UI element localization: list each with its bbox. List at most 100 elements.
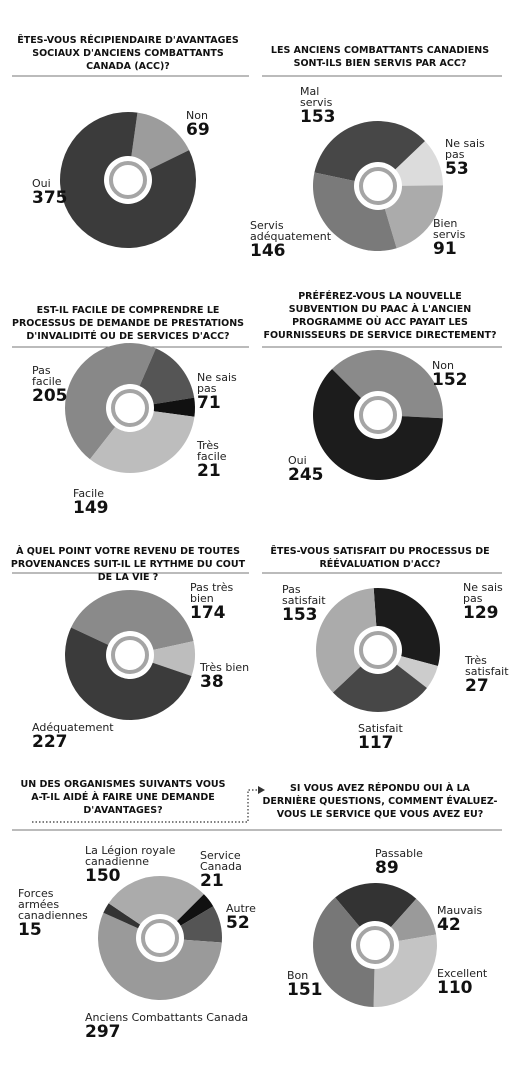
slice-label: Mauvais 42 [437,905,497,935]
value-label: 245 [288,465,324,485]
value-label: 146 [250,241,286,261]
category-label: Ne sais pas [463,581,503,605]
slice-label: Non 69 [186,110,236,140]
slice-label: Facile 149 [73,488,123,518]
value-label: 129 [463,603,499,623]
category-label: Ne sais pas [445,137,485,161]
category-label: Autre [226,902,256,915]
slice-label: Pas très bien 174 [190,582,245,623]
pie-slice [332,650,427,713]
value-label: 42 [437,915,461,935]
category-label: Passable [375,847,423,860]
category-label: Bien servis [433,217,466,241]
donut-ring [359,167,397,205]
category-label: Oui [32,177,51,190]
donut-ring [359,396,397,434]
value-label: 227 [32,732,68,752]
slice-label: Oui 245 [288,455,338,485]
slice-label: La Légion royale canadienne 150 [85,845,195,886]
category-label: Très satisfait [465,654,509,678]
pie-slice [335,883,417,945]
value-label: 15 [18,920,42,940]
category-label: Oui [288,454,307,467]
donut-ring [359,631,397,669]
value-label: 153 [300,107,336,127]
donut-ring [111,389,149,427]
value-label: 149 [73,498,109,518]
category-label: Pas satisfait [282,583,326,607]
arrow-head [258,786,265,794]
slice-label: Forces armées canadiennes 15 [18,888,90,940]
slice-label: Oui 375 [32,178,82,208]
category-label: Satisfait [358,722,403,735]
category-label: Bon [287,969,309,982]
donut-ring [356,926,394,964]
slice-label: Satisfait 117 [358,723,418,753]
value-label: 150 [85,866,121,886]
value-label: 375 [32,188,68,208]
slice-label: Passable 89 [375,848,435,878]
slice-label: Ne sais pas 71 [197,372,247,413]
category-label: Pas très bien [190,581,234,605]
pie-slice [130,641,196,677]
value-label: 117 [358,733,394,753]
chart-title: ÊTES-VOUS SATISFAIT DU PROCESSUS DE RÉÉV… [270,546,490,570]
slice-label: Bon 151 [287,970,327,1000]
slice-label: Service Canada 21 [200,850,250,891]
value-label: 69 [186,120,210,140]
value-label: 89 [375,858,399,878]
slice-label: Très satisfait 27 [465,655,515,696]
value-label: 153 [282,605,318,625]
slice-label: Ne sais pas 129 [463,582,508,623]
chart-title: LES ANCIENS COMBATTANTS CANADIENS SONT-I… [270,45,490,69]
category-label: Mauvais [437,904,483,917]
chart-title: ÊTES-VOUS RÉCIPIENDAIRE D'AVANTAGES SOCI… [17,35,239,72]
category-label: Service Canada [200,849,242,873]
value-label: 91 [433,239,457,259]
value-label: 110 [437,978,473,998]
value-label: 151 [287,980,323,1000]
slice-label: Pas satisfait 153 [282,584,337,625]
separators [12,75,502,831]
slice-label: Mal servis 153 [300,86,342,127]
value-label: 27 [465,676,489,696]
slice-label: Bien servis 91 [433,218,478,259]
category-label: Non [432,359,454,372]
value-label: 21 [200,871,224,891]
slice-label: Autre 52 [226,903,276,933]
category-label: Anciens Combattants Canada [85,1011,249,1024]
pie-slice [108,876,204,938]
category-label: Facile [73,487,104,500]
slice-label: Anciens Combattants Canada 297 [85,1012,255,1042]
pie-slice [71,589,194,655]
category-label: Mal servis [300,85,333,109]
category-label: Pas facile [32,364,62,388]
category-label: Très bien [200,661,250,674]
donut-ring [141,919,179,957]
value-label: 53 [445,159,469,179]
value-label: 52 [226,913,250,933]
donut-ring [111,636,149,674]
category-label: La Légion royale canadienne [85,844,176,868]
pie-slice [89,408,195,474]
category-label: Excellent [437,967,488,980]
pie-slice [314,120,426,186]
pie-slice [315,588,378,693]
pie-slice [313,897,375,1007]
chart-title: PRÉFÉREZ-VOUS LA NOUVELLE SUBVENTION DU … [263,291,497,341]
value-label: 297 [85,1022,121,1042]
slice-label: Pas facile 205 [32,365,72,406]
chart-title: À QUEL POINT VOTRE REVENU DE TOUTES PROV… [10,546,246,583]
value-label: 152 [432,370,468,390]
value-label: 205 [32,386,68,406]
slice-label: Excellent 110 [437,968,497,998]
category-label: Forces armées canadiennes [18,887,88,922]
chart-title: SI VOUS AVEZ RÉPONDU OUI À LA DERNIÈRE Q… [262,783,498,820]
connector [32,789,258,823]
slice-label: Ne sais pas 53 [445,138,490,179]
slice-label: Servis adéquatement 146 [250,220,340,261]
value-label: 71 [197,393,221,413]
slice-label: Adéquatement 227 [32,722,132,752]
